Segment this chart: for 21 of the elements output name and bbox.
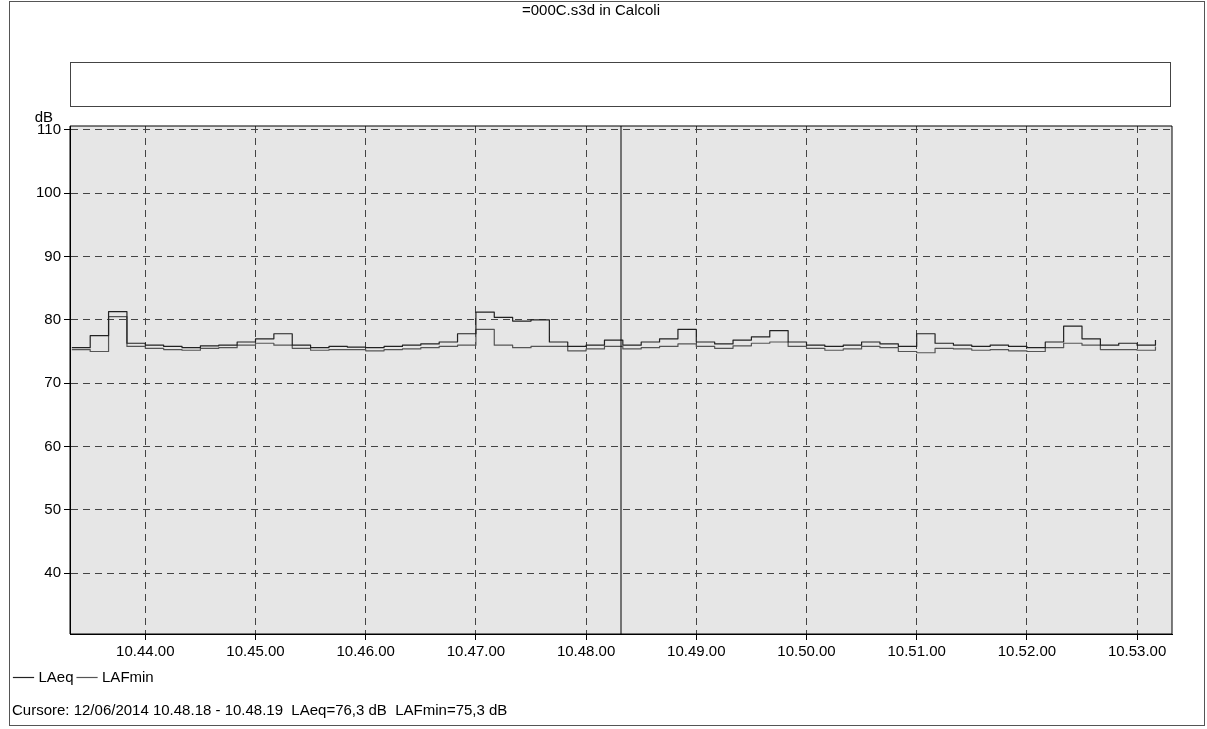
x-tick-label: 10.44.00 xyxy=(116,642,175,660)
y-tick-label: 60 xyxy=(44,436,61,454)
chart-title: =000C.s3d in Calcoli xyxy=(522,1,660,19)
y-tick-label: 50 xyxy=(44,499,61,517)
legend-label: LAeq xyxy=(38,667,74,685)
x-tick-label: 10.52.00 xyxy=(997,642,1057,660)
x-tick-label: 10.46.00 xyxy=(336,642,395,660)
x-tick-label: 10.53.00 xyxy=(1107,642,1167,660)
y-tick-label: 100 xyxy=(35,183,61,201)
x-tick-label: 10.49.00 xyxy=(667,642,726,660)
y-tick-label: 90 xyxy=(44,246,61,264)
x-tick-label: 10.50.00 xyxy=(777,642,836,660)
y-tick-label: 70 xyxy=(44,373,61,391)
text: Cursore: 12/06/2014 10.48.18 - 10.48.19 LAeq=76,3 dB LAFmin=75,3 dB xyxy=(12,701,508,719)
x-tick-label: 10.51.00 xyxy=(887,642,946,660)
x-tick-label: 10.45.00 xyxy=(226,642,285,660)
legend-label: LAFmin xyxy=(102,667,154,685)
x-tick-label: 10.47.00 xyxy=(446,642,506,660)
x-tick-label: 10.48.00 xyxy=(556,642,616,660)
y-tick-label: 40 xyxy=(44,563,61,581)
y-tick-label: 80 xyxy=(44,309,61,327)
